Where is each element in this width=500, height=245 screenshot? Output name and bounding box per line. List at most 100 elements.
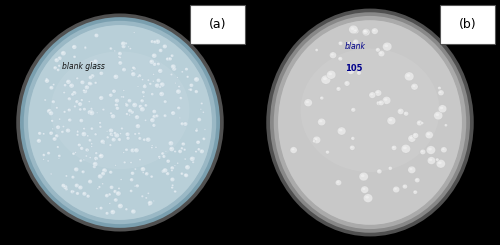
Ellipse shape [141, 195, 144, 197]
Ellipse shape [436, 158, 439, 161]
Ellipse shape [378, 102, 380, 103]
Ellipse shape [120, 179, 122, 180]
Ellipse shape [73, 55, 76, 58]
Ellipse shape [130, 161, 132, 164]
Ellipse shape [438, 90, 444, 96]
Ellipse shape [71, 191, 72, 192]
Ellipse shape [128, 114, 130, 116]
Ellipse shape [118, 205, 121, 206]
Ellipse shape [56, 107, 58, 109]
Ellipse shape [106, 212, 108, 213]
Ellipse shape [198, 141, 199, 142]
Ellipse shape [90, 108, 92, 109]
Ellipse shape [189, 83, 194, 87]
Text: blank: blank [345, 42, 366, 51]
Ellipse shape [152, 110, 156, 113]
Ellipse shape [54, 134, 58, 138]
Ellipse shape [122, 96, 124, 97]
Ellipse shape [122, 44, 126, 49]
Ellipse shape [181, 123, 182, 124]
Ellipse shape [50, 173, 52, 175]
Ellipse shape [90, 108, 93, 110]
Ellipse shape [94, 156, 98, 160]
Ellipse shape [108, 128, 114, 133]
Ellipse shape [134, 168, 136, 170]
Ellipse shape [134, 133, 136, 134]
Ellipse shape [134, 148, 139, 153]
Ellipse shape [85, 155, 87, 157]
Ellipse shape [83, 127, 86, 130]
Ellipse shape [326, 150, 330, 154]
Ellipse shape [344, 81, 350, 86]
Ellipse shape [203, 138, 204, 139]
Ellipse shape [50, 112, 51, 113]
Ellipse shape [56, 126, 58, 127]
Ellipse shape [170, 142, 172, 144]
Ellipse shape [81, 99, 82, 100]
Ellipse shape [196, 128, 198, 130]
Ellipse shape [169, 147, 174, 151]
Ellipse shape [440, 147, 447, 153]
Ellipse shape [364, 30, 366, 32]
Ellipse shape [91, 75, 93, 76]
Ellipse shape [330, 52, 336, 59]
Ellipse shape [54, 67, 56, 68]
Ellipse shape [118, 187, 120, 190]
Ellipse shape [123, 152, 124, 153]
Ellipse shape [162, 168, 168, 173]
Ellipse shape [115, 134, 117, 136]
Ellipse shape [153, 124, 154, 126]
Ellipse shape [320, 96, 324, 100]
Ellipse shape [155, 114, 159, 118]
Ellipse shape [111, 211, 114, 212]
Ellipse shape [91, 146, 92, 147]
Ellipse shape [444, 124, 448, 127]
Ellipse shape [110, 114, 116, 119]
Ellipse shape [130, 72, 136, 76]
Ellipse shape [100, 153, 102, 155]
Ellipse shape [315, 49, 318, 51]
Ellipse shape [114, 50, 115, 51]
Ellipse shape [139, 105, 141, 107]
Ellipse shape [153, 40, 157, 44]
Ellipse shape [56, 68, 60, 72]
Ellipse shape [72, 153, 74, 154]
Ellipse shape [186, 75, 189, 78]
Ellipse shape [169, 58, 170, 59]
Ellipse shape [42, 154, 45, 157]
Ellipse shape [72, 152, 75, 155]
Ellipse shape [110, 94, 111, 95]
Ellipse shape [171, 167, 172, 168]
Ellipse shape [416, 179, 418, 180]
FancyBboxPatch shape [190, 5, 245, 44]
Ellipse shape [94, 159, 96, 160]
Ellipse shape [48, 152, 49, 153]
Ellipse shape [183, 148, 186, 151]
Ellipse shape [374, 90, 382, 96]
Ellipse shape [195, 91, 196, 92]
Ellipse shape [401, 144, 410, 153]
Ellipse shape [160, 82, 165, 87]
Ellipse shape [131, 111, 132, 112]
Ellipse shape [80, 120, 82, 121]
Ellipse shape [154, 83, 160, 88]
Ellipse shape [102, 108, 105, 111]
Ellipse shape [90, 110, 92, 111]
Ellipse shape [121, 128, 122, 129]
Ellipse shape [416, 120, 422, 126]
Ellipse shape [142, 172, 144, 173]
Ellipse shape [135, 149, 137, 151]
Ellipse shape [142, 168, 144, 169]
Ellipse shape [163, 114, 167, 117]
Ellipse shape [312, 136, 320, 144]
Ellipse shape [127, 137, 128, 138]
Ellipse shape [412, 85, 415, 87]
Ellipse shape [112, 138, 114, 140]
Ellipse shape [204, 129, 206, 130]
Ellipse shape [69, 83, 74, 88]
Ellipse shape [126, 136, 130, 140]
Ellipse shape [184, 123, 186, 124]
Ellipse shape [372, 29, 376, 31]
Ellipse shape [188, 88, 190, 91]
Ellipse shape [76, 193, 78, 194]
